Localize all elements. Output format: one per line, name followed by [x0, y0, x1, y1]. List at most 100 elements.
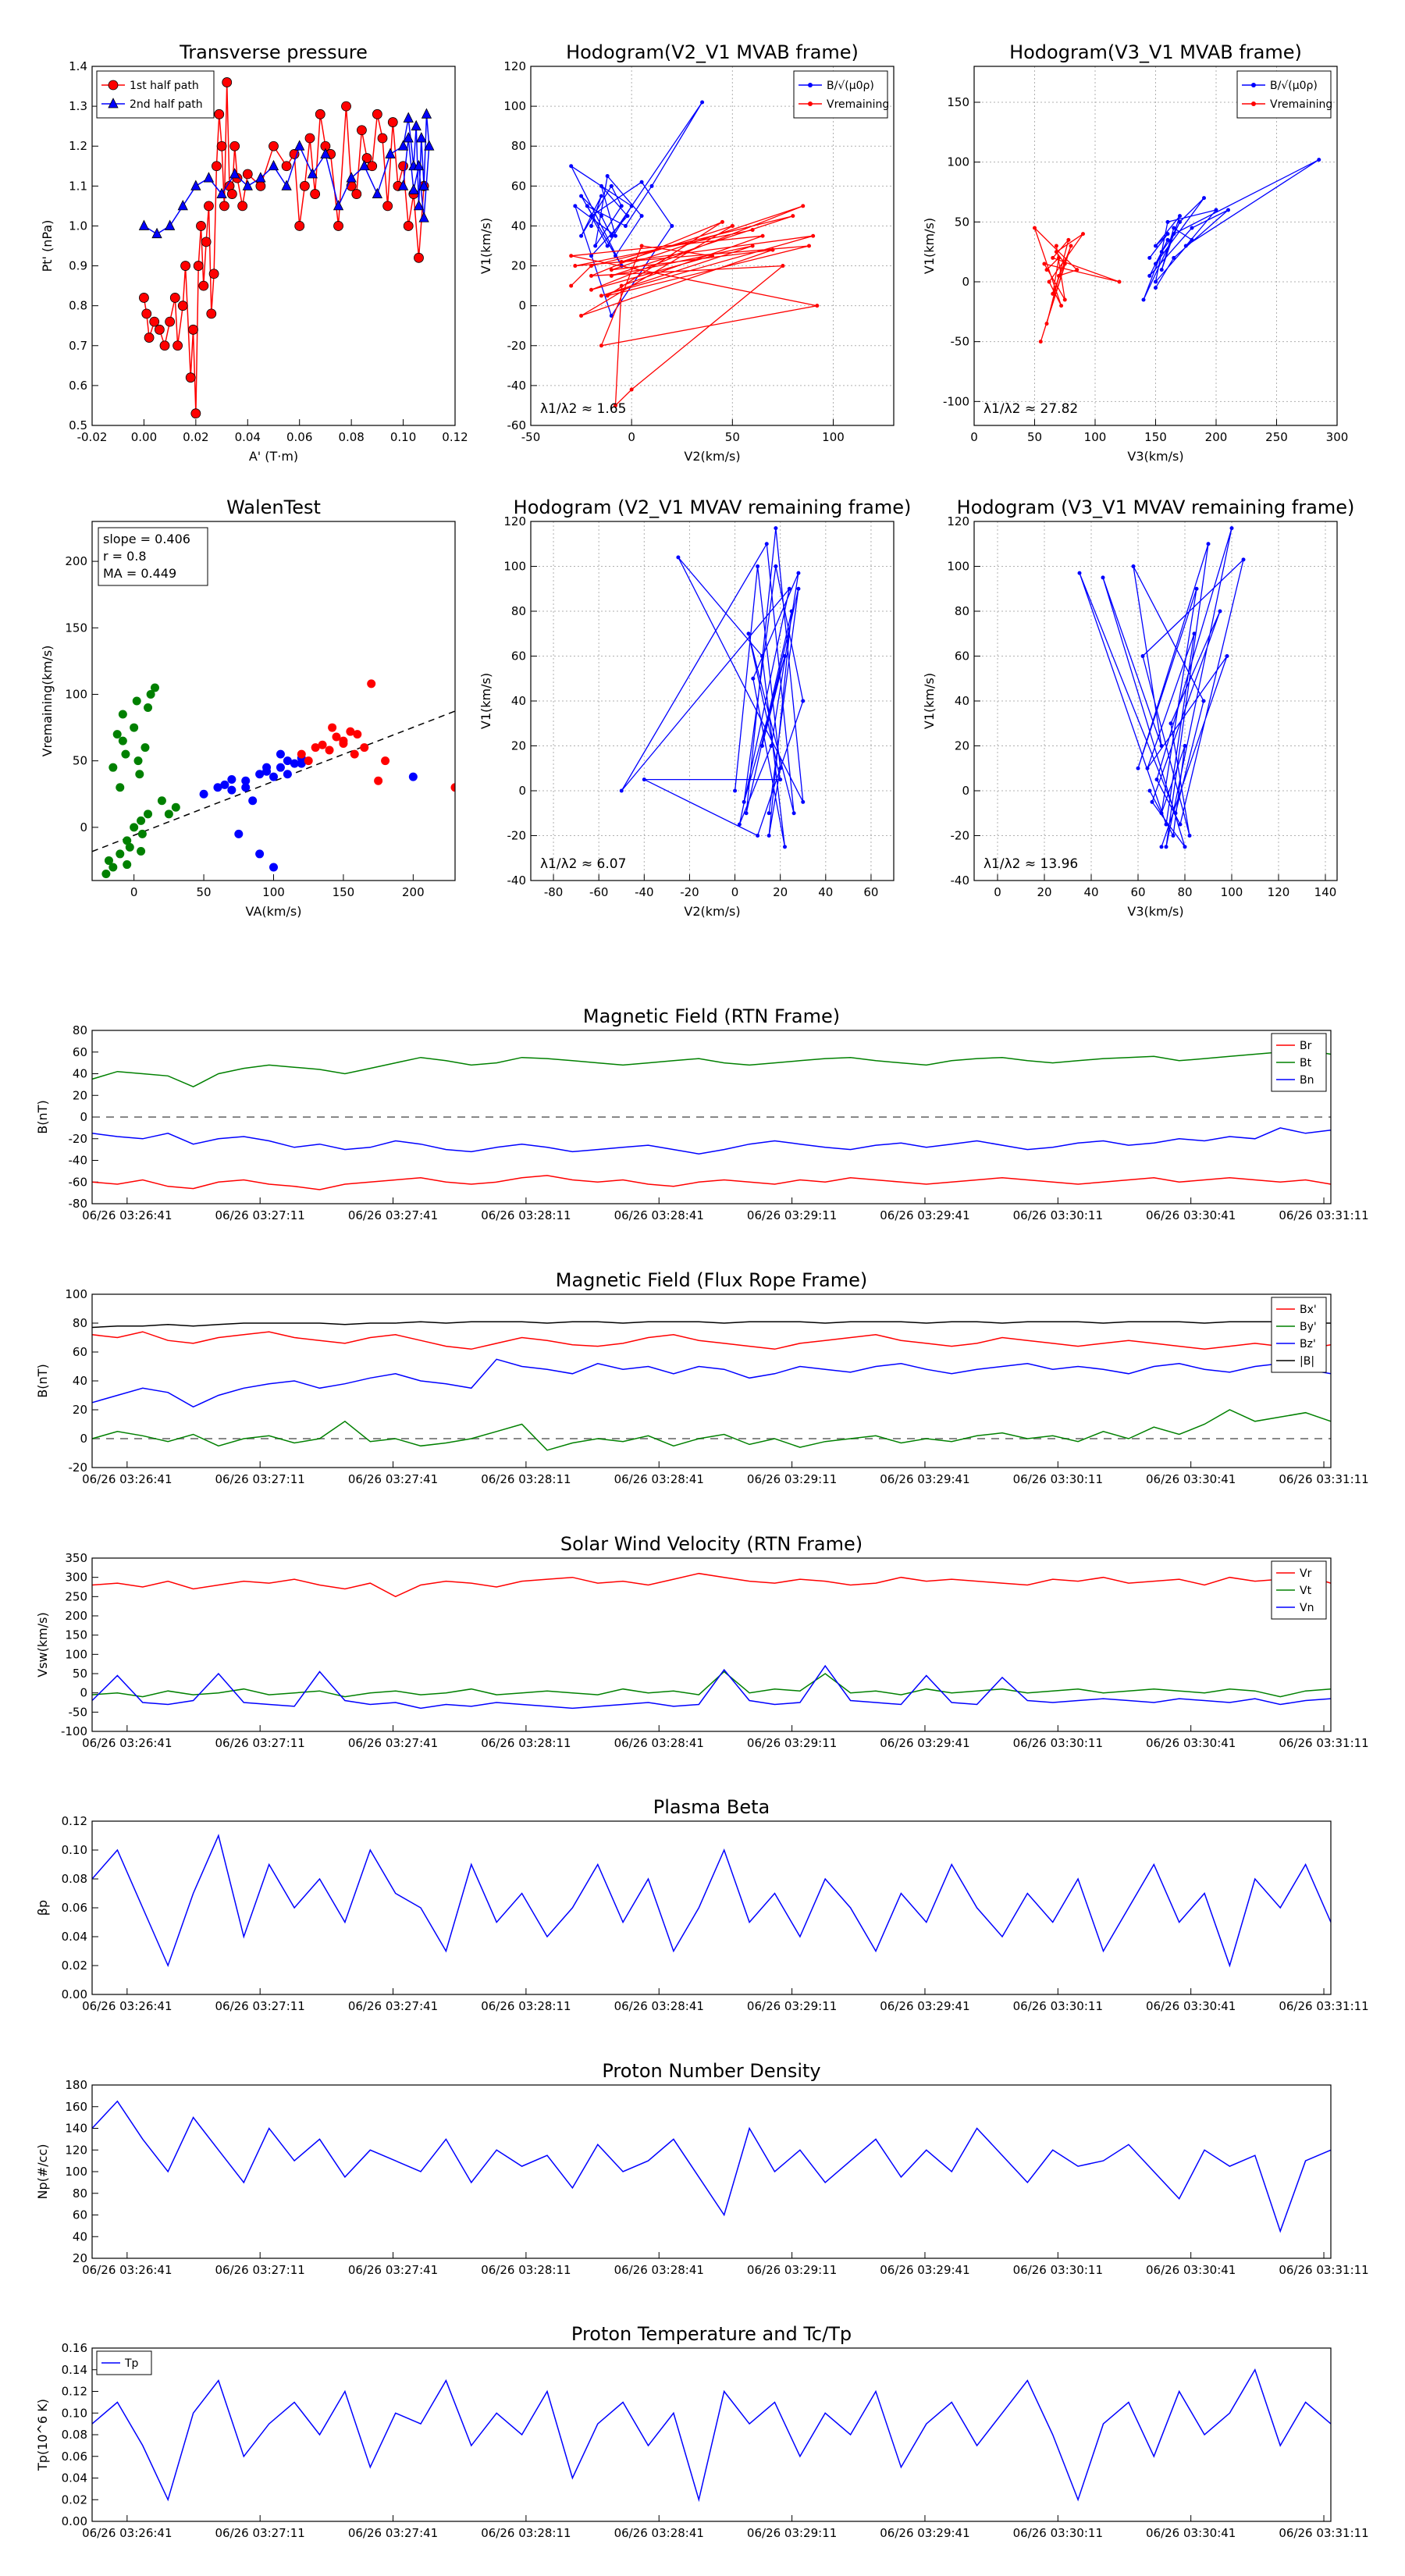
legend-marker: [808, 83, 813, 87]
y-tick-label: 0.02: [62, 1959, 87, 1973]
x-tick-label: 0.10: [390, 430, 416, 444]
transverse_pressure-chart: Transverse pressure -0.02 0.00 0.02 0.04 0.06…: [40, 41, 468, 464]
y-tick-label: 60: [73, 2208, 87, 2222]
x-tick-label: 06/26 03:29:11: [747, 1208, 837, 1222]
data-point: [639, 214, 644, 219]
data-point: [151, 227, 162, 239]
y-tick-label: 20: [73, 1088, 87, 1102]
data-point: [262, 763, 272, 772]
data-point: [241, 776, 251, 785]
data-point: [1044, 268, 1049, 272]
x-tick-label: 06/26 03:27:41: [348, 2526, 438, 2540]
data-point: [137, 847, 146, 856]
data-point: [642, 777, 646, 782]
y-tick-label: 0.14: [62, 2363, 87, 2377]
x-tick-label: 06/26 03:30:41: [1146, 1208, 1236, 1222]
y-tick-label: 0.04: [62, 2471, 87, 2485]
data-point: [609, 268, 614, 272]
y-tick-label: 200: [65, 1609, 87, 1623]
data-point: [104, 856, 113, 865]
legend-marker: [808, 101, 813, 106]
series-line: [91, 1321, 1331, 1329]
x-axis-label: V2(km/s): [684, 904, 740, 919]
x-tick-label: 06/26 03:29:11: [747, 1736, 837, 1750]
data-point: [733, 788, 738, 793]
data-point: [269, 863, 278, 872]
data-point: [670, 223, 674, 228]
data-point: [573, 204, 578, 208]
axes-frame: [91, 2347, 1332, 2522]
x-tick-label: 250: [1265, 430, 1288, 444]
data-point: [1241, 557, 1246, 562]
x-tick-label: 40: [818, 885, 833, 899]
data-point: [605, 294, 610, 298]
data-point: [614, 254, 617, 258]
data-point: [1101, 575, 1105, 580]
legend-marker: [1251, 101, 1256, 106]
axes-frame: [91, 66, 456, 426]
data-point: [137, 816, 146, 825]
legend-label: Bn: [1300, 1074, 1314, 1087]
x-tick-label: 06/26 03:27:11: [215, 1208, 304, 1222]
data-point: [237, 201, 248, 212]
data-point: [1038, 340, 1043, 344]
data-point: [450, 783, 455, 792]
data-point: [108, 863, 118, 872]
data-point: [599, 294, 603, 298]
data-point: [112, 730, 122, 739]
data-point: [140, 743, 150, 753]
hodogram_v2_mvav-chart: Hodogram (V2_V1 MVAV remaining frame) -80…: [478, 496, 911, 919]
data-point: [778, 777, 783, 782]
chart-title: Hodogram (V3_V1 MVAV remaining frame): [957, 496, 1355, 518]
data-point: [222, 77, 233, 87]
y-tick-label: 0: [962, 275, 969, 289]
y-tick-label: 120: [503, 514, 526, 528]
chart-title: WalenTest: [226, 496, 321, 518]
y-tick-label: 140: [65, 2122, 87, 2136]
x-tick-label: 0.04: [235, 430, 261, 444]
x-tick-label: 100: [1084, 430, 1107, 444]
data-point: [774, 526, 778, 531]
data-point: [242, 180, 253, 190]
y-tick-label: 100: [503, 99, 526, 113]
data-point: [157, 796, 166, 806]
data-point: [413, 159, 425, 171]
data-point: [177, 301, 188, 311]
data-point: [1136, 766, 1140, 770]
data-point: [815, 304, 820, 308]
data-point: [1173, 811, 1178, 816]
data-point: [599, 194, 603, 198]
data-point: [416, 132, 427, 143]
data-point: [132, 696, 141, 706]
data-point: [649, 183, 654, 188]
x-tick-label: 06/26 03:31:11: [1279, 1208, 1368, 1222]
data-point: [1077, 571, 1082, 575]
series-line: [1033, 227, 1120, 342]
data-point: [801, 699, 806, 703]
plot-area: [1033, 158, 1321, 344]
data-point: [796, 586, 801, 591]
data-point: [281, 180, 292, 190]
x-tick-label: 06/26 03:30:41: [1146, 1999, 1236, 2013]
data-point: [185, 372, 196, 383]
y-axis-label: Np(#/cc): [35, 2144, 50, 2200]
data-point: [599, 214, 603, 219]
x-tick-label: 06/26 03:27:11: [215, 1999, 304, 2013]
data-point: [625, 214, 630, 219]
data-point: [1159, 744, 1164, 748]
data-point: [759, 744, 764, 748]
data-point: [339, 739, 348, 749]
data-point: [150, 683, 159, 692]
data-point: [403, 112, 414, 123]
y-tick-label: 40: [73, 1374, 87, 1388]
data-point: [397, 140, 409, 151]
data-point: [1033, 226, 1037, 230]
data-point: [605, 174, 610, 179]
x-tick-label: 06/26 03:29:11: [747, 2526, 837, 2540]
data-point: [1183, 744, 1187, 748]
data-point: [609, 183, 614, 188]
data-point: [307, 168, 318, 179]
series-line: [91, 1127, 1332, 1155]
x-tick-label: -20: [680, 885, 699, 899]
x-tick-label: 0.00: [131, 430, 157, 444]
